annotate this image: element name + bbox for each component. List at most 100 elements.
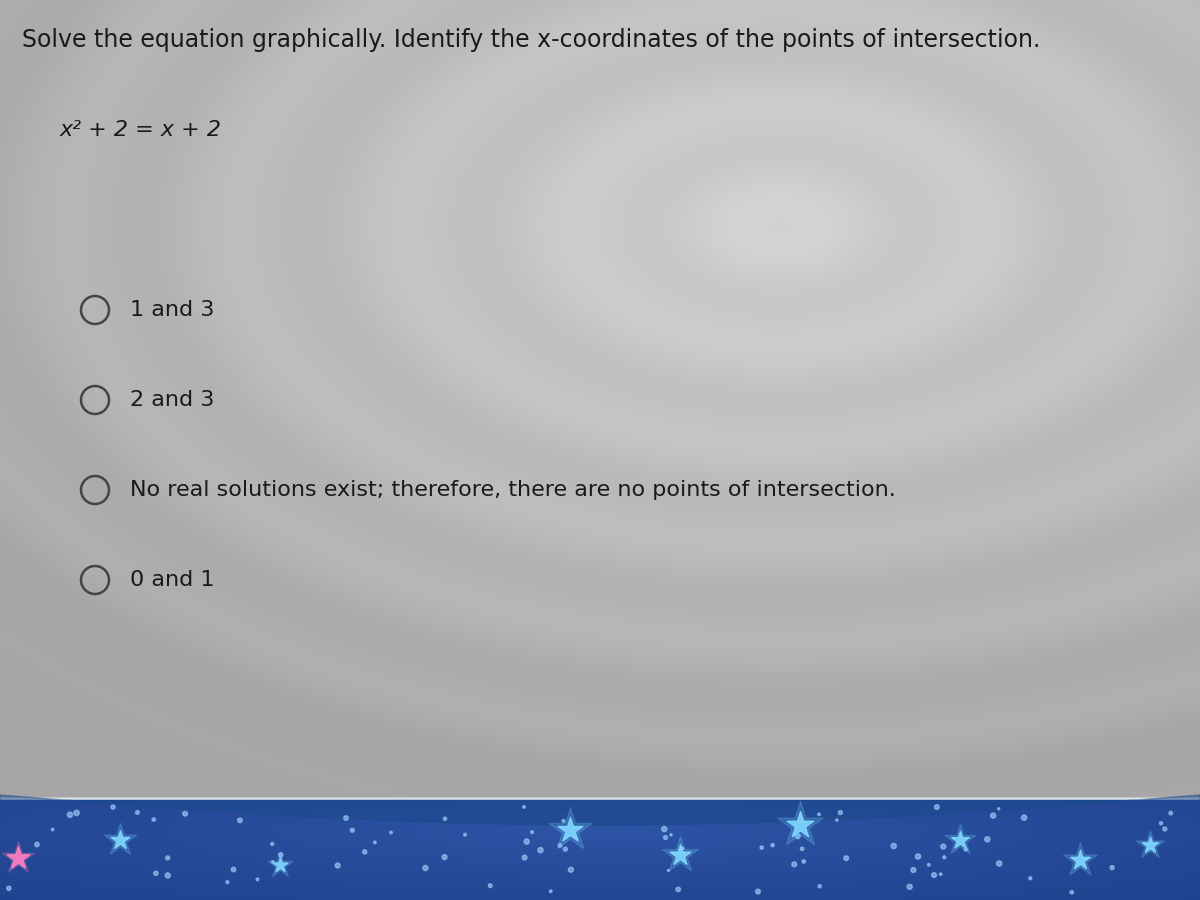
Point bbox=[656, 831, 676, 845]
Point bbox=[934, 840, 953, 854]
Point bbox=[355, 845, 374, 859]
Point bbox=[1070, 853, 1090, 868]
Point bbox=[884, 839, 904, 853]
Point bbox=[263, 837, 282, 851]
Point bbox=[271, 848, 290, 862]
Point bbox=[931, 867, 950, 881]
Point bbox=[671, 848, 690, 862]
Point bbox=[560, 823, 580, 837]
Point bbox=[128, 806, 148, 820]
Point bbox=[919, 858, 938, 872]
Point bbox=[8, 850, 28, 865]
Point bbox=[515, 850, 534, 865]
Point bbox=[8, 850, 28, 865]
Text: Solve the equation graphically. Identify the x-coordinates of the points of inte: Solve the equation graphically. Identify… bbox=[22, 28, 1040, 52]
Point bbox=[1014, 810, 1033, 824]
Point bbox=[809, 807, 828, 822]
Point bbox=[900, 879, 919, 894]
Point bbox=[924, 868, 943, 882]
Point bbox=[270, 858, 289, 872]
Point bbox=[1021, 871, 1040, 886]
Point bbox=[673, 842, 692, 856]
Point bbox=[224, 862, 244, 877]
Bar bbox=[0, 800, 1200, 900]
Point bbox=[659, 863, 678, 878]
Point bbox=[436, 812, 455, 826]
Point bbox=[515, 800, 534, 814]
Point bbox=[270, 858, 289, 872]
Point bbox=[749, 885, 768, 899]
Point bbox=[827, 813, 846, 827]
Point bbox=[1103, 860, 1122, 875]
Point bbox=[792, 842, 811, 856]
Point bbox=[455, 827, 474, 842]
Point bbox=[28, 837, 47, 851]
Point bbox=[785, 857, 804, 871]
Point bbox=[836, 851, 856, 866]
Point bbox=[60, 807, 79, 822]
Point bbox=[655, 822, 674, 836]
Point bbox=[560, 823, 580, 837]
Point bbox=[950, 832, 970, 847]
Point bbox=[668, 882, 688, 896]
Point bbox=[556, 842, 575, 857]
Point bbox=[343, 824, 362, 838]
Point bbox=[763, 838, 782, 852]
Point bbox=[517, 834, 536, 849]
Text: 1 and 3: 1 and 3 bbox=[130, 300, 215, 320]
Text: 0 and 1: 0 and 1 bbox=[130, 570, 215, 590]
Point bbox=[908, 850, 928, 864]
Point bbox=[791, 818, 810, 832]
Point bbox=[158, 868, 178, 883]
Point bbox=[382, 825, 401, 840]
Point bbox=[175, 806, 194, 821]
Text: x² + 2 = x + 2: x² + 2 = x + 2 bbox=[60, 120, 222, 140]
Text: 2 and 3: 2 and 3 bbox=[130, 390, 215, 410]
Point bbox=[1062, 885, 1081, 899]
Point bbox=[522, 825, 541, 840]
Point bbox=[978, 832, 997, 847]
Point bbox=[794, 854, 814, 868]
Point bbox=[562, 862, 581, 877]
Point bbox=[984, 808, 1003, 823]
Point bbox=[928, 800, 947, 814]
Point bbox=[990, 856, 1009, 870]
Point bbox=[1162, 806, 1181, 820]
Point bbox=[144, 813, 163, 827]
Point bbox=[67, 806, 86, 820]
Point bbox=[1070, 853, 1090, 868]
Point bbox=[263, 854, 282, 868]
Point bbox=[158, 850, 178, 865]
Point bbox=[434, 850, 454, 864]
Point bbox=[904, 863, 923, 878]
Text: No real solutions exist; therefore, there are no points of intersection.: No real solutions exist; therefore, ther… bbox=[130, 480, 895, 500]
Point bbox=[671, 848, 690, 862]
Point bbox=[230, 814, 250, 828]
Point bbox=[146, 866, 166, 880]
Point bbox=[481, 878, 500, 893]
Point bbox=[103, 800, 122, 814]
Point bbox=[1156, 822, 1175, 836]
Point bbox=[43, 823, 62, 837]
Point bbox=[110, 832, 130, 847]
Point bbox=[530, 843, 550, 858]
Point bbox=[752, 841, 772, 855]
Point bbox=[248, 872, 268, 886]
Point bbox=[935, 850, 954, 865]
Point bbox=[950, 832, 970, 847]
Point bbox=[989, 802, 1008, 816]
Point bbox=[1140, 838, 1159, 852]
Point bbox=[365, 835, 384, 850]
Point bbox=[1140, 838, 1159, 852]
Point bbox=[1152, 816, 1171, 831]
Point bbox=[830, 806, 850, 820]
Point bbox=[661, 828, 680, 842]
Point bbox=[956, 842, 976, 857]
Point bbox=[110, 832, 130, 847]
Point bbox=[328, 859, 347, 873]
Point bbox=[336, 811, 355, 825]
Point bbox=[0, 881, 18, 896]
Point bbox=[554, 814, 574, 828]
Point bbox=[810, 879, 829, 894]
Point bbox=[551, 838, 570, 852]
